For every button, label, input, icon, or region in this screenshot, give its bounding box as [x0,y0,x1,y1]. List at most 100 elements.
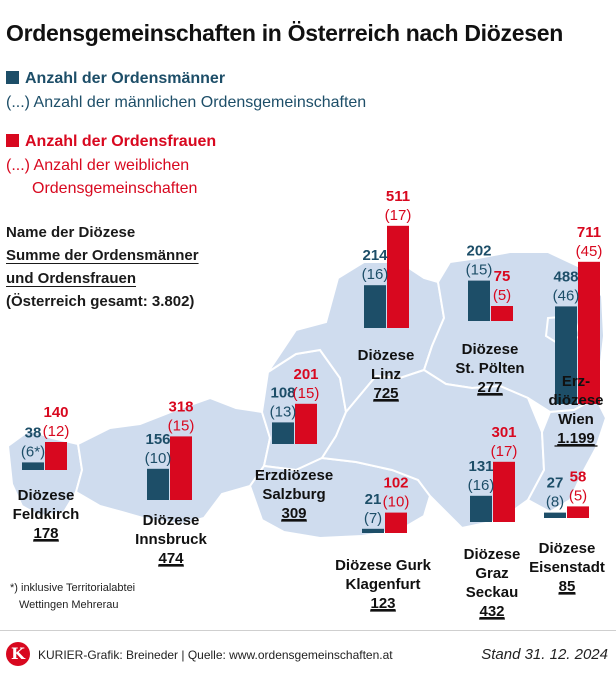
diocese-name-7-1: diözese [548,392,603,409]
diocese-name-3-1: Klagenfurt [346,576,421,593]
bar-men-8 [544,512,566,518]
label-men-5: 202 [466,243,491,260]
label-men-comm-0: (6*) [21,443,45,460]
diocese-total-1: 474 [158,550,184,567]
legend-men: Anzahl der Ordensmänner [6,70,225,88]
label-men-8: 27 [547,475,564,492]
bar-men-7 [555,306,577,404]
bar-women-3 [385,512,407,533]
diocese-total-6: 432 [479,603,504,620]
diocese-name-2-0: Erzdiözese [255,467,333,484]
label-women-comm-6: (17) [491,443,518,460]
date-stand: Stand 31. 12. 2024 [481,646,608,663]
legend-women-label: Anzahl der Ordensfrauen [25,133,217,150]
label-men-7: 488 [553,268,578,285]
diocese-name-3-0: Diözese Gurk [335,557,432,574]
label-men-4: 214 [362,247,388,264]
label-group: 38 (6*) 140 (12) Diözese Feldkirch 178 156 (10) 3… [13,188,605,620]
diocese-name-5-1: St. Pölten [455,360,524,377]
diocese-total-7: 1.199 [557,430,595,447]
label-women-1: 318 [168,398,193,415]
diocese-name-4-0: Diözese [358,347,415,364]
diocese-name-5-0: Diözese [462,341,519,358]
label-women-6: 301 [491,424,516,441]
legend-women-communities-line2: Ordensgemeinschaften [32,180,198,197]
label-men-comm-5: (15) [466,262,493,279]
label-women-0: 140 [43,404,68,421]
label-men-comm-2: (13) [270,403,297,420]
diocese-name-8-0: Diözese [539,540,596,557]
label-women-comm-3: (10) [383,494,410,511]
bar-group [22,225,600,533]
label-women-4: 511 [386,188,410,205]
info-block: Name der Diözese Summe der Ordensmänner … [6,221,199,313]
label-women-2: 201 [293,366,318,383]
label-men-6: 131 [468,458,493,475]
diocese-name-8-1: Eisenstadt [529,559,605,576]
label-women-comm-4: (17) [385,207,412,224]
chart-title: Ordensgemeinschaften in Österreich nach … [6,20,563,46]
info-sum-line2: und Ordensfrauen [6,270,137,287]
bar-women-6 [493,461,515,522]
label-men-comm-7: (46) [553,287,580,304]
label-women-comm-5: (5) [493,287,511,304]
bar-men-5 [468,280,490,321]
diocese-name-4-1: Linz [371,366,401,383]
legend-women-communities-line1: (...) Anzahl der weiblichen [6,157,190,174]
label-women-comm-8: (5) [569,487,587,504]
legend-women: Anzahl der Ordensfrauen [6,133,216,151]
label-women-7: 711 [577,224,601,241]
footnote-line2: Wettingen Mehrerau [19,599,119,611]
label-women-8: 58 [570,468,587,485]
diocese-name-0-1: Feldkirch [13,506,80,523]
bar-men-2 [272,422,294,444]
bar-women-8 [567,506,589,518]
diocese-name-1-1: Innsbruck [135,531,207,548]
bar-women-0 [45,442,67,470]
label-men-comm-3: (7) [364,510,382,527]
diocese-name-6-0: Diözese [464,546,521,563]
bar-women-7 [578,261,600,404]
label-men-2: 108 [270,384,295,401]
source-credit: KURIER-Grafik: Breineder | Quelle: www.o… [38,648,393,662]
label-men-1: 156 [145,431,170,448]
kurier-logo: K [6,642,30,666]
map-burgenland [526,396,608,514]
bar-women-1 [170,436,192,500]
diocese-name-2-1: Salzburg [262,486,325,503]
bar-men-6 [470,495,492,522]
legend-women-swatch [6,134,19,147]
info-sum-line1: Summe der Ordensmänner [6,247,199,264]
diocese-name-0-0: Diözese [18,487,75,504]
footer-divider [0,630,616,631]
bar-men-0 [22,462,44,470]
label-women-comm-7: (45) [576,243,603,260]
bar-men-3 [362,528,384,533]
diocese-name-7-2: Wien [558,411,594,428]
diocese-name-6-1: Graz [475,565,508,582]
diocese-total-3: 123 [370,595,395,612]
diocese-name-6-2: Seckau [466,584,519,601]
label-men-comm-4: (16) [362,266,389,283]
diocese-total-5: 277 [477,379,502,396]
diocese-total-4: 725 [373,385,398,402]
info-austria-total: (Österreich gesamt: 3.802) [6,293,195,310]
diocese-total-2: 309 [281,505,306,522]
diocese-total-0: 178 [33,525,58,542]
footnote-line1: *) inklusive Territorialabtei [10,582,136,594]
info-diocese-name: Name der Diözese [6,224,136,241]
legend-men-label: Anzahl der Ordensmänner [25,70,226,87]
bar-women-2 [295,403,317,444]
label-women-3: 102 [383,475,408,492]
label-men-comm-6: (16) [468,477,495,494]
diocese-name-1-0: Diözese [143,512,200,529]
label-men-0: 38 [25,424,42,441]
diocese-name-7-0: Erz- [562,373,590,390]
label-women-comm-1: (15) [168,417,195,434]
bar-men-1 [147,468,169,500]
bar-women-4 [387,225,409,328]
label-men-comm-8: (8) [546,494,564,511]
label-women-comm-0: (12) [43,423,70,440]
label-men-3: 21 [365,491,382,508]
